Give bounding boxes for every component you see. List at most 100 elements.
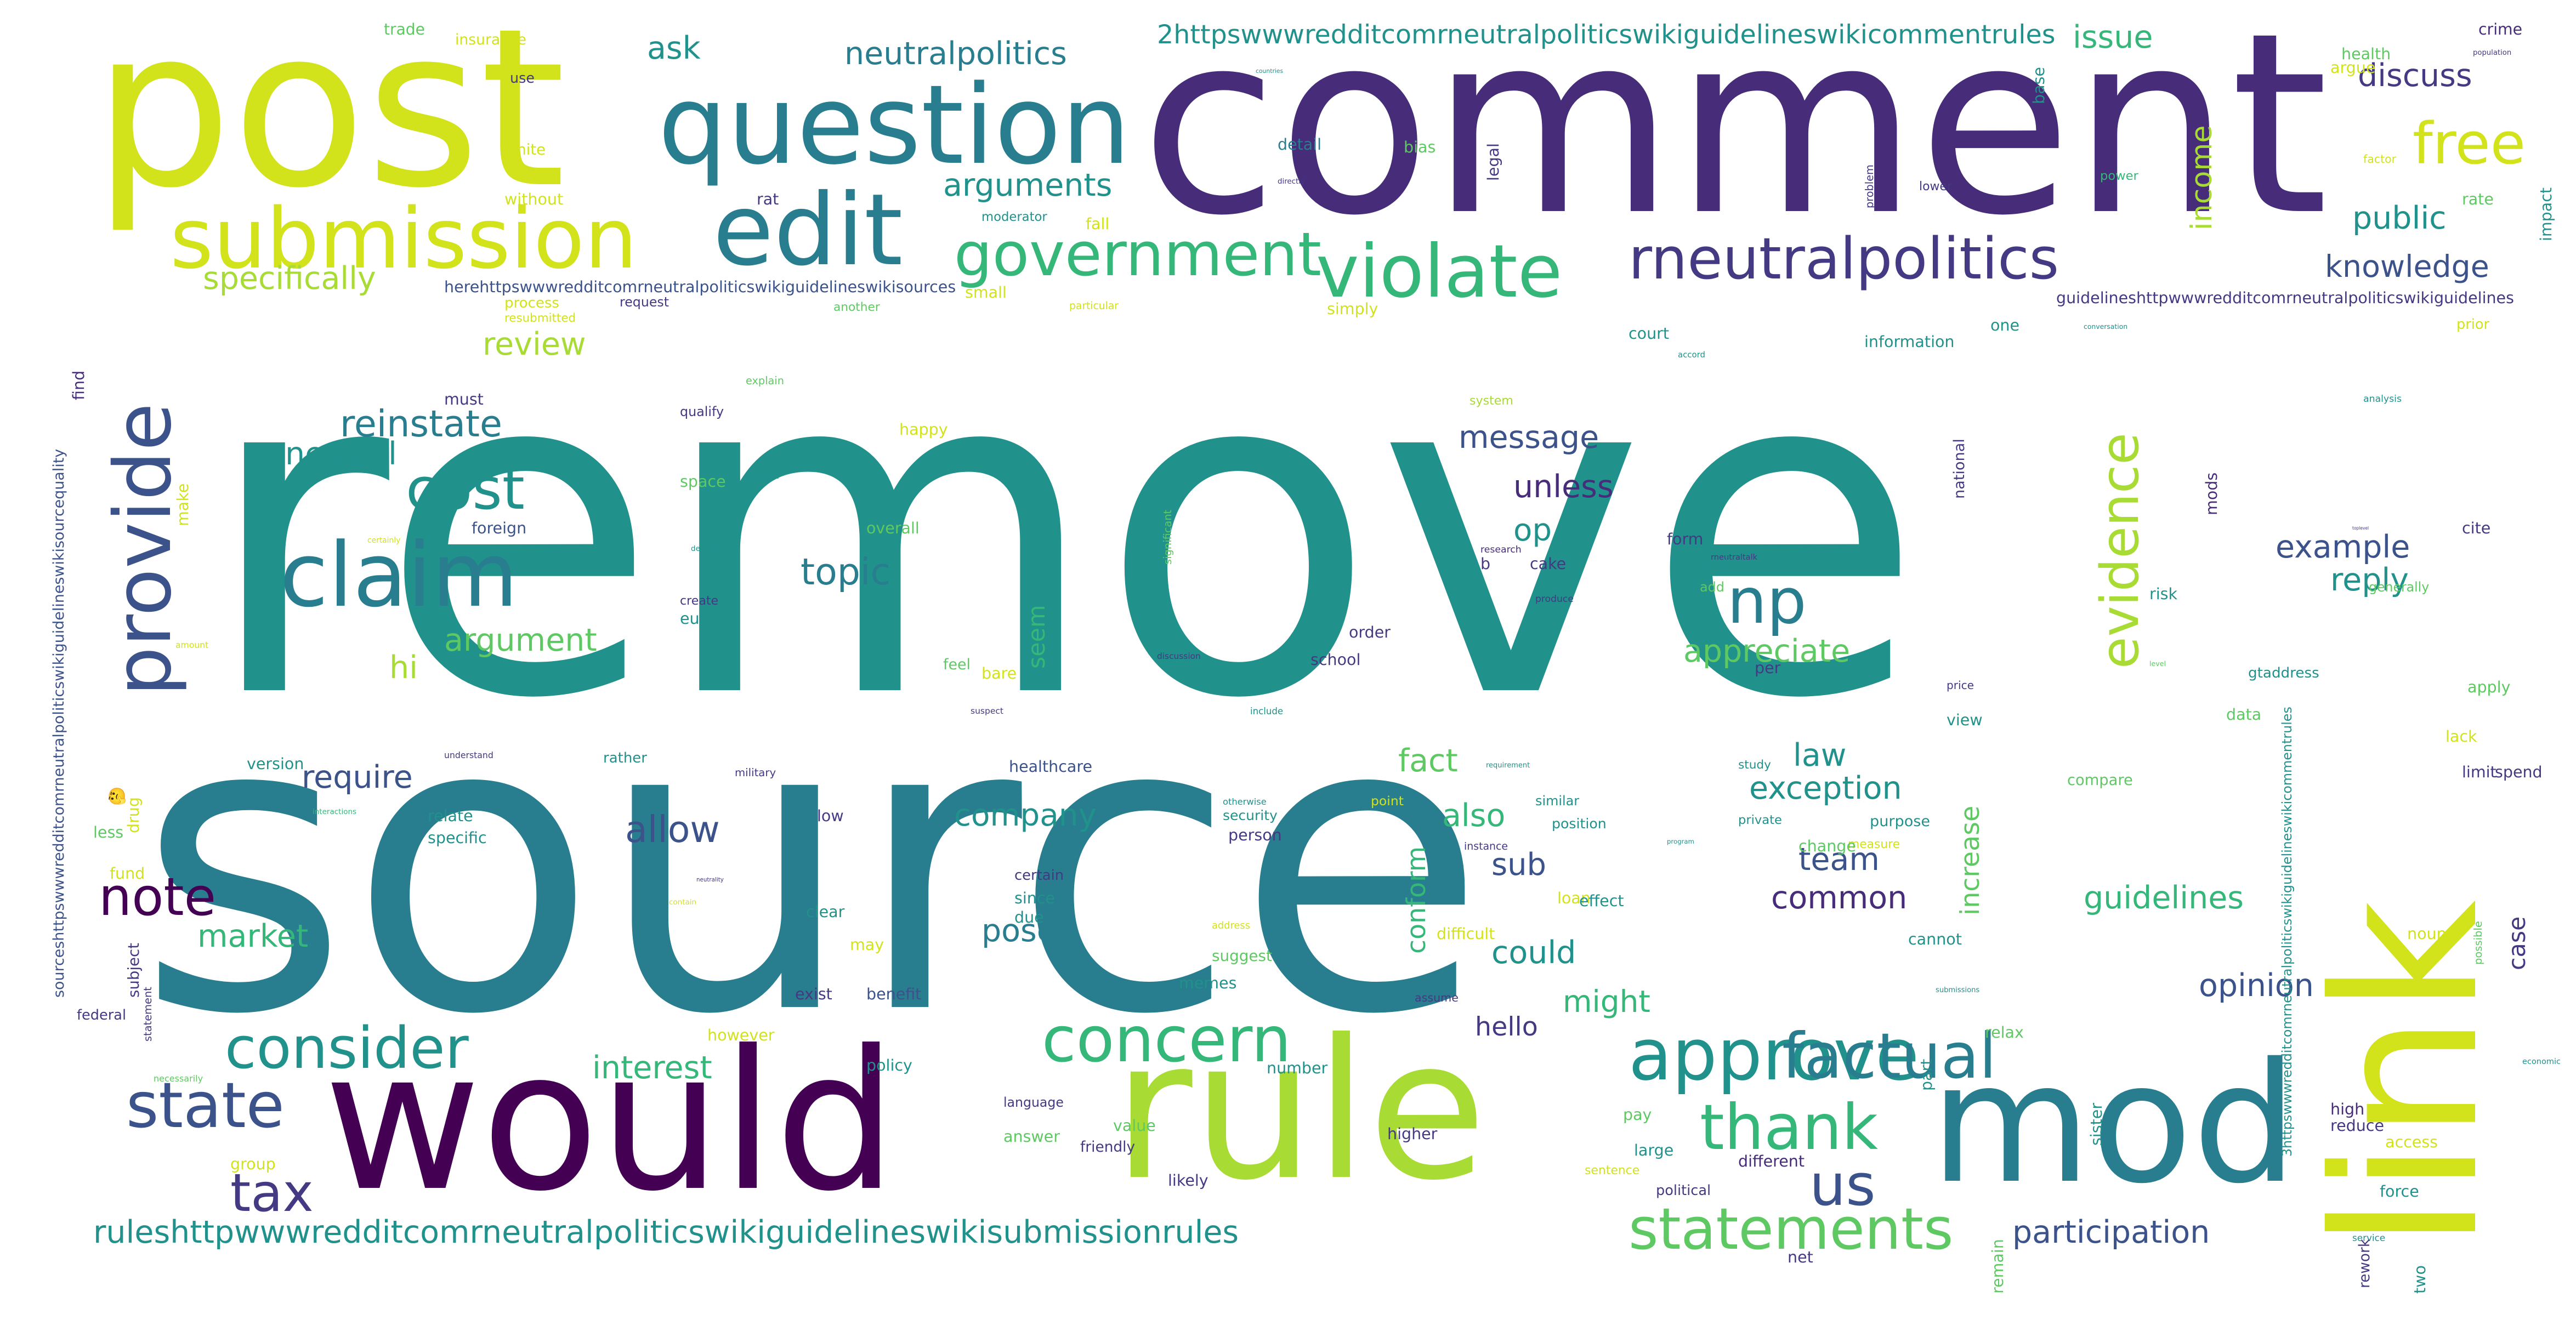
word-instance: instance — [1464, 840, 1508, 852]
word-guidelineshttpwwwredditcomrneutralpoliti: guidelineshttpwwwredditcomrneutralpoliti… — [2056, 289, 2514, 307]
word-hi: hi — [389, 650, 418, 686]
word-clear: clear — [806, 903, 845, 921]
word-mods: mods — [2203, 472, 2221, 515]
word-question: question — [658, 62, 1131, 189]
word-comment: comment — [1141, 0, 2329, 270]
word-gtaddress: gtaddress — [2248, 665, 2319, 681]
word-guidelines: guidelines — [2084, 880, 2244, 916]
word-number: number — [1267, 1059, 1328, 1077]
word-address: address — [1212, 920, 1250, 931]
word-change: change — [1798, 837, 1856, 855]
word-risk: risk — [2149, 585, 2177, 603]
word-understand: understand — [444, 750, 493, 760]
word-cannot: cannot — [1908, 930, 1962, 948]
word-research: research — [1480, 544, 1522, 555]
word-order: order — [1349, 623, 1391, 641]
word-level: level — [2149, 659, 2166, 668]
word-suspect: suspect — [971, 706, 1003, 716]
word-prior: prior — [2456, 316, 2490, 333]
word-compare: compare — [2067, 772, 2133, 789]
word-certain: certain — [1014, 867, 1064, 884]
word-us: us — [1809, 1152, 1876, 1219]
word-find: find — [70, 370, 88, 400]
word-another: another — [833, 300, 880, 314]
word-difficult: difficult — [1437, 925, 1495, 943]
word-market: market — [197, 918, 309, 954]
word-neutrality: neutrality — [696, 877, 724, 883]
word-drug: drug — [124, 797, 143, 833]
word-team: team — [1798, 841, 1880, 878]
word-access: access — [2385, 1133, 2438, 1151]
word-may: may — [850, 936, 884, 954]
word-higher: higher — [1387, 1125, 1438, 1143]
word-one: one — [1990, 316, 2020, 334]
word-submission: submission — [170, 190, 638, 287]
word-since: since — [1014, 889, 1056, 907]
word-view: view — [1947, 711, 1983, 729]
word-reinstate: reinstate — [340, 402, 502, 445]
word-appreciate: appreciate — [1683, 633, 1851, 669]
word-overall: overall — [866, 519, 920, 537]
word-different: different — [1738, 1152, 1805, 1170]
word-healthcare: healthcare — [1009, 758, 1092, 776]
word-provide: provide — [98, 402, 189, 696]
word-create: create — [680, 594, 719, 608]
word-contain: contain — [669, 898, 697, 907]
word-example: example — [2276, 529, 2410, 565]
word-similar: similar — [1535, 793, 1580, 809]
word-specific: specific — [428, 829, 487, 847]
word-however: however — [707, 1026, 775, 1044]
word-rather: rather — [603, 750, 647, 766]
word-crime: crime — [2478, 20, 2523, 38]
word-process: process — [504, 295, 559, 311]
word-evidence: evidence — [2090, 433, 2151, 669]
word-program: program — [1667, 838, 1694, 845]
word-analysis: analysis — [2363, 394, 2402, 405]
word-request: request — [620, 294, 669, 310]
word-answer: answer — [1003, 1128, 1060, 1146]
word-consider: consider — [225, 1015, 469, 1082]
word-due: due — [1014, 908, 1044, 926]
word-person: person — [1228, 826, 1282, 844]
word-state: state — [126, 1069, 285, 1142]
word-free: free — [2413, 110, 2526, 177]
word-two: two — [2411, 1265, 2429, 1294]
word-apply: apply — [2467, 678, 2511, 696]
word-court: court — [1629, 325, 1670, 343]
word-low: low — [817, 807, 844, 825]
word-power: power — [2100, 169, 2138, 183]
word-military: military — [735, 766, 776, 779]
word-eu: eu — [680, 610, 700, 628]
word-law: law — [1793, 737, 1847, 773]
word-value: value — [1113, 1117, 1156, 1135]
word-purpose: purpose — [1870, 813, 1931, 830]
word-factor: factor — [2363, 152, 2397, 166]
word-participation: participation — [2012, 1214, 2210, 1250]
word-must: must — [444, 390, 484, 408]
word-approve: approve — [1629, 1014, 1920, 1096]
word-b: b — [1480, 555, 1491, 573]
word-relax: relax — [1985, 1023, 2024, 1042]
word-might: might — [1563, 984, 1650, 1019]
word-argue: argue — [2330, 59, 2376, 77]
word-fall: fall — [1086, 215, 1110, 233]
word-detail: detail — [1278, 135, 1322, 153]
word-resubmitted: resubmitted — [504, 311, 576, 325]
word-likely: likely — [1168, 1171, 1208, 1190]
word-limit: limit — [2462, 763, 2496, 781]
word-federal: federal — [77, 1007, 127, 1023]
word-explain: explain — [746, 374, 784, 387]
word-trade: trade — [384, 20, 425, 38]
word-would: would — [324, 1009, 898, 1233]
word-statement: statement — [141, 987, 154, 1042]
word-necessarily: necessarily — [154, 1073, 203, 1084]
word-present: present — [746, 470, 779, 481]
word-sentence: sentence — [1585, 1164, 1640, 1177]
word-exist: exist — [795, 985, 832, 1003]
word-post: post — [93, 0, 566, 236]
word-include: include — [1250, 706, 1284, 716]
word-happy: happy — [899, 420, 948, 439]
word-high: high — [2330, 1100, 2365, 1118]
word-relate: relate — [428, 807, 473, 825]
word-discussion: discussion — [1157, 651, 1201, 661]
